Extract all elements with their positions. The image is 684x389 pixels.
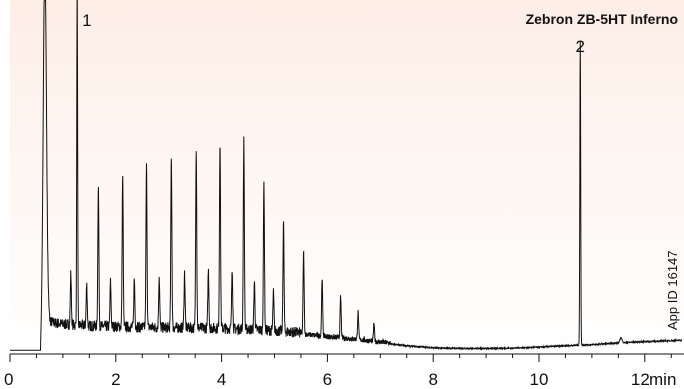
peak-label-1: 1 [82,11,91,30]
chromatogram-trace [10,0,683,351]
x-tick-label-0: 0 [4,370,13,389]
x-tick-label-12: 12 [631,370,650,389]
peak-label-2: 2 [576,37,585,56]
x-tick-label-2: 2 [111,370,120,389]
app-id-label: App ID 16147 [665,250,680,330]
x-tick-label-10: 10 [530,370,549,389]
x-tick-label-6: 6 [323,370,332,389]
plot-background [10,0,684,352]
x-tick-label-4: 4 [217,370,226,389]
x-axis-unit-label: min [649,370,676,389]
x-axis-ticks: 0 2 4 6 8 10 12 [4,354,672,389]
x-tick-label-8: 8 [428,370,437,389]
chart-title: Zebron ZB-5HT Inferno [526,11,678,27]
